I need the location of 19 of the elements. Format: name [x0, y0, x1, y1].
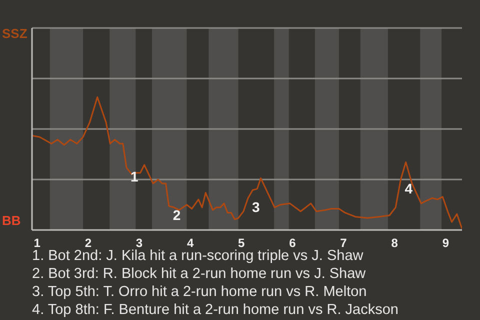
x-tick-label: 5: [238, 236, 246, 250]
annotation: 1: [130, 168, 138, 185]
x-tick-label: 1: [34, 236, 41, 250]
x-tick-label: 8: [391, 236, 398, 250]
x-tick-label: 3: [136, 236, 143, 250]
x-tick-label: 4: [186, 236, 194, 250]
x-tick-label: 6: [289, 236, 296, 250]
text: BB: [2, 213, 21, 228]
annotation: 4: [404, 180, 413, 196]
text: 1. Bot 2nd: J. Kila hit a run-scoring triple vs J. Shaw: [32, 248, 364, 264]
text: 3. Top 5th: T. Orro hit a 2-run home run vs R. Melton: [32, 283, 368, 301]
annotation: 2: [172, 207, 181, 224]
text: 4. Top 8th: F. Benture hit a 2-run home run vs R. Jackson: [32, 301, 398, 319]
annotation: 3: [252, 199, 260, 216]
x-tick-label: 7: [340, 236, 348, 250]
text: 2. Bot 3rd: R. Block hit a 2-run home run vs J. Shaw: [32, 265, 367, 283]
ref-line-label: SSZ: [2, 26, 28, 41]
x-tick-label: 2: [84, 236, 92, 250]
x-tick-label: 9: [442, 236, 450, 250]
